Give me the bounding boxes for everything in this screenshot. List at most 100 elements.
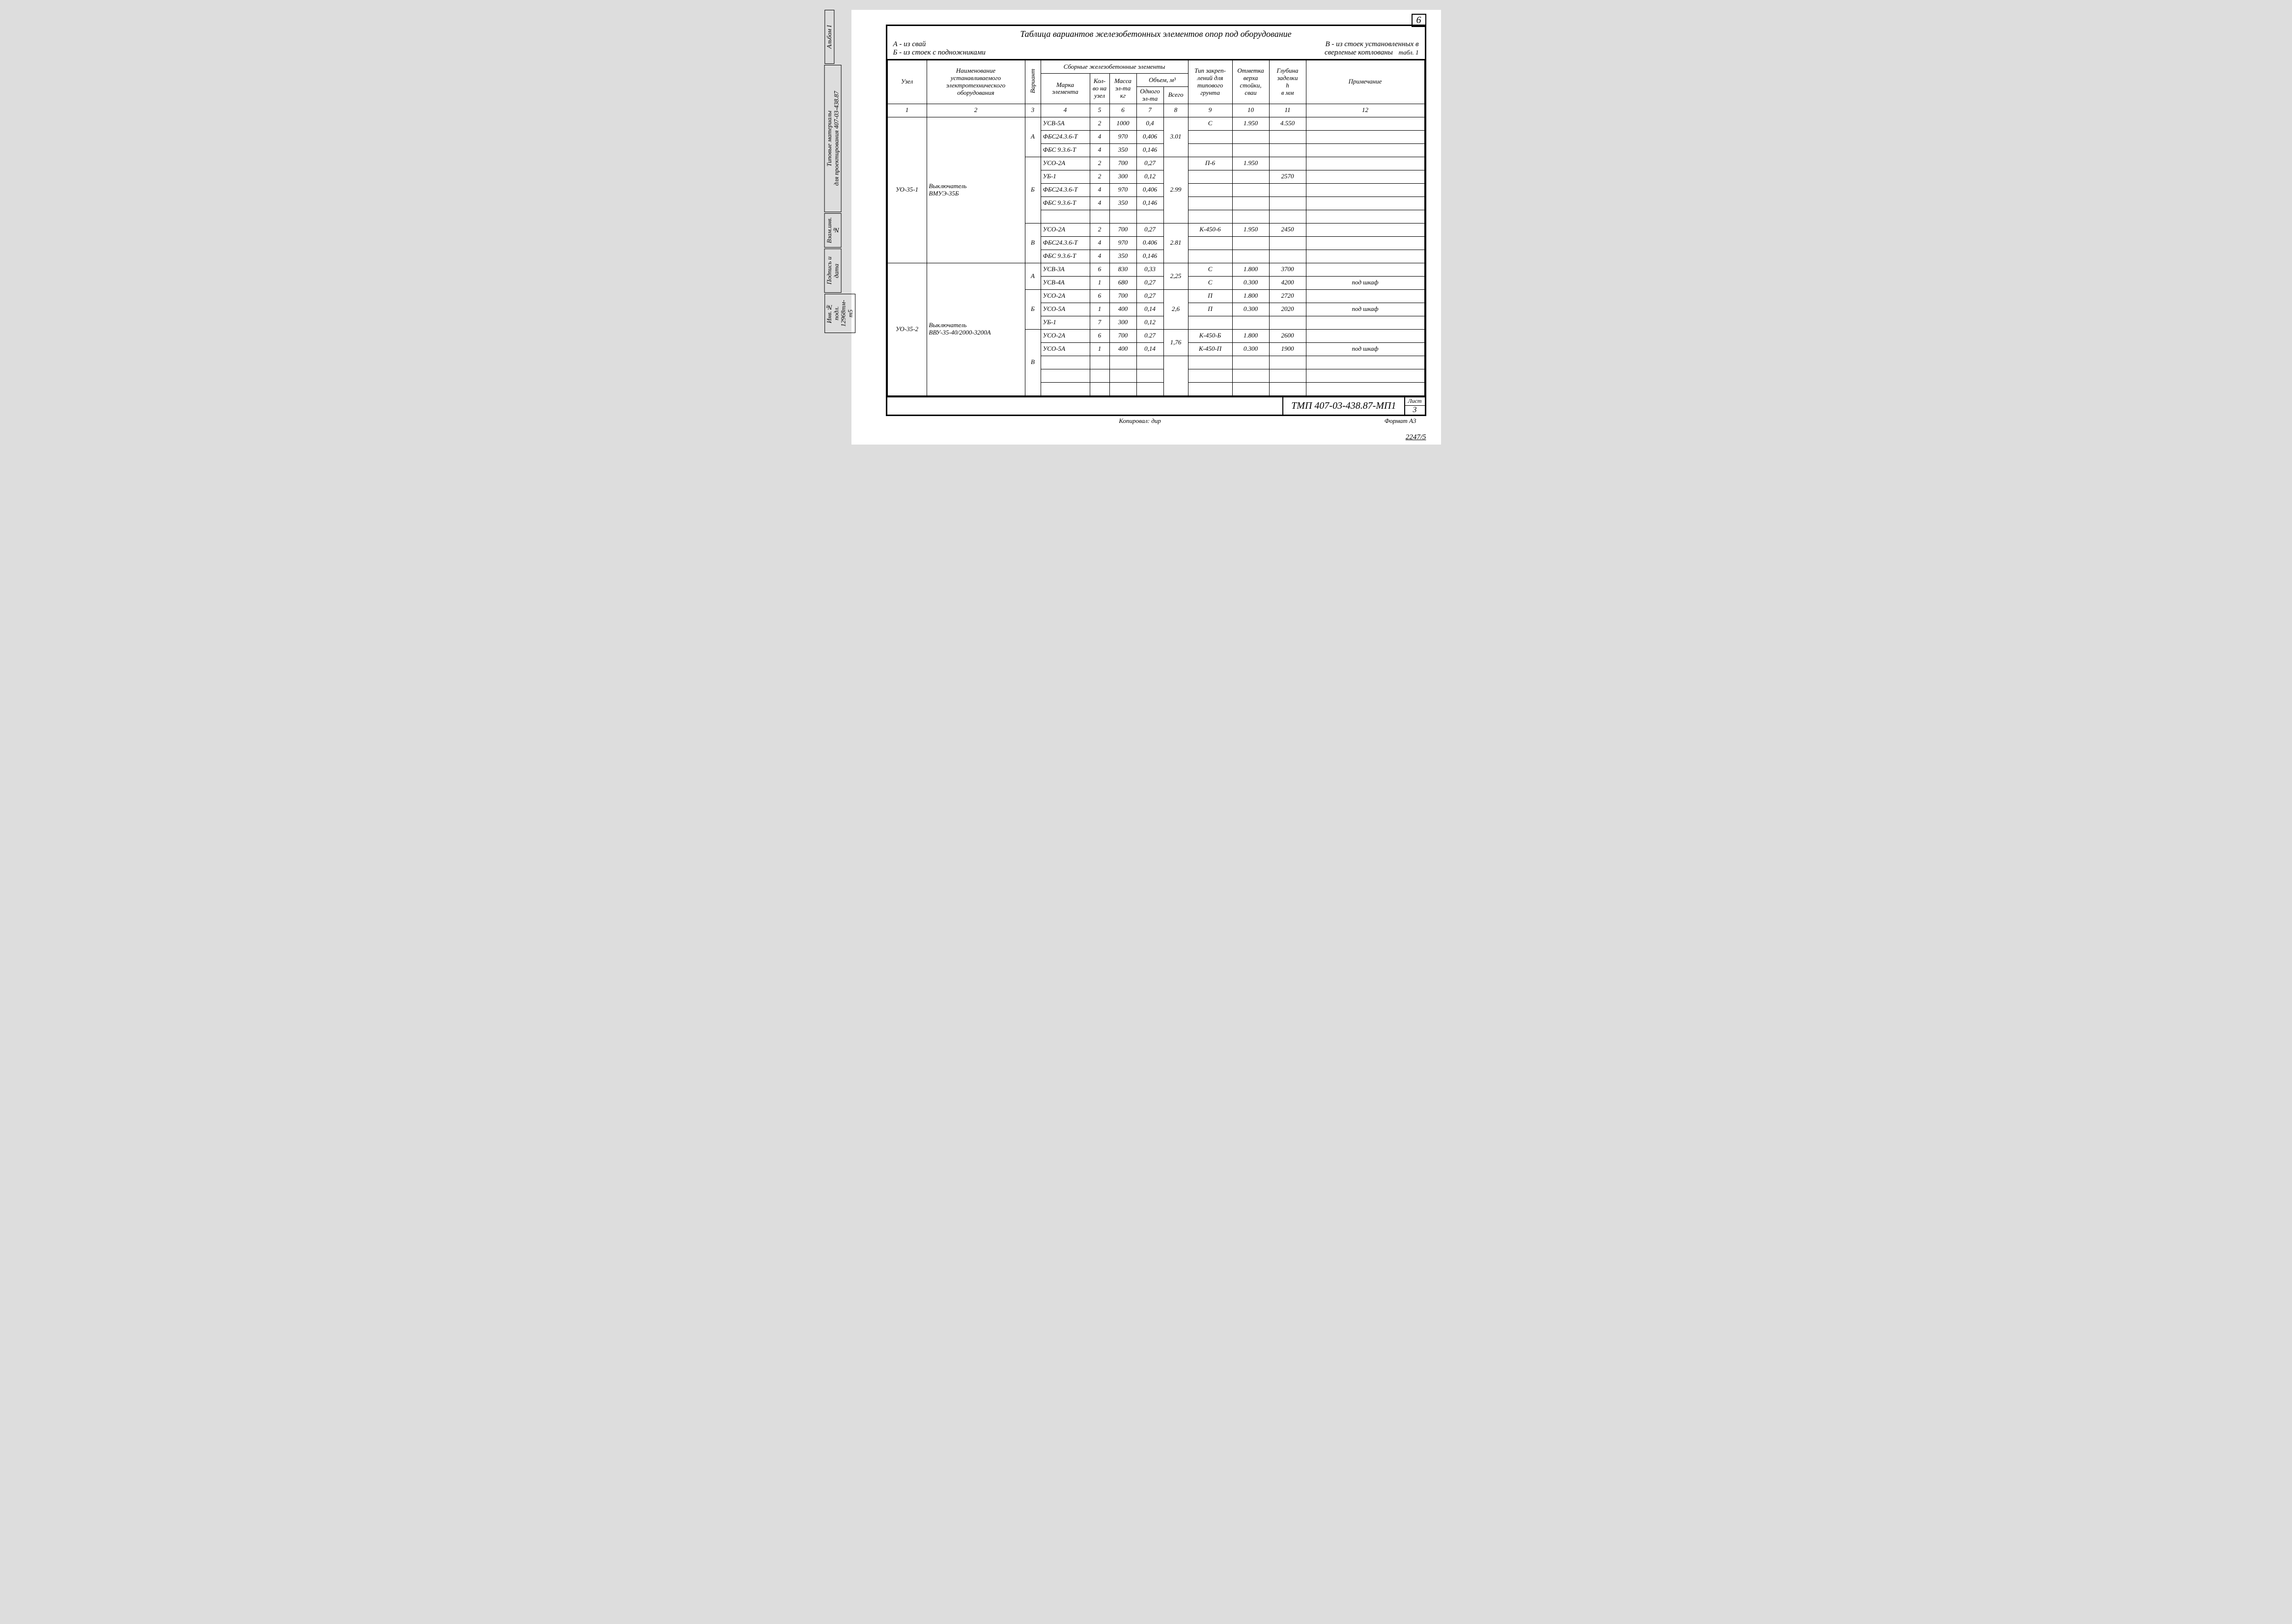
cell-vol-total: 2.99 <box>1163 157 1188 223</box>
cell-vol-total: 1,76 <box>1163 329 1188 356</box>
cell-qty: 1 <box>1090 276 1109 289</box>
cell-mark: УБ-1 <box>1041 170 1090 183</box>
cell-variant: Б <box>1025 157 1041 223</box>
column-numbers-row: 123456789101112 <box>887 104 1424 117</box>
cell-top-mark: 1.950 <box>1232 117 1269 130</box>
title-area: Таблица вариантов железобетонных элемент… <box>887 26 1425 60</box>
cell-top-mark <box>1232 143 1269 157</box>
header-top-mark: Отметка верха стойки, сваи <box>1232 60 1269 104</box>
cell-top-mark: 1.950 <box>1232 157 1269 170</box>
table-body: УО-35-1Выключатель ВМУЭ-35БАУСВ-5А210000… <box>887 117 1424 395</box>
cell-top-mark <box>1232 356 1269 369</box>
cell-mass <box>1109 369 1136 382</box>
cell-mark: УСО-2А <box>1041 223 1090 236</box>
header-mark: Марка элемента <box>1041 74 1090 104</box>
table-title: Таблица вариантов железобетонных элемент… <box>893 29 1419 39</box>
cell-top-mark <box>1232 196 1269 210</box>
cell-depth <box>1269 157 1306 170</box>
cell-mark <box>1041 382 1090 395</box>
cell-mass: 400 <box>1109 342 1136 356</box>
cell-vol-one: 0,27 <box>1136 223 1163 236</box>
column-number: 10 <box>1232 104 1269 117</box>
cell-qty: 7 <box>1090 316 1109 329</box>
cell-qty: 4 <box>1090 130 1109 143</box>
cell-note <box>1306 210 1424 223</box>
cell-note <box>1306 117 1424 130</box>
cell-vol-one: 0,33 <box>1136 263 1163 276</box>
cell-fixation <box>1188 170 1232 183</box>
cell-vol-total: 2,6 <box>1163 289 1188 329</box>
cell-mass: 300 <box>1109 170 1136 183</box>
cell-mark: ФБС24.3.6-Т <box>1041 236 1090 250</box>
cell-mass: 300 <box>1109 316 1136 329</box>
cell-top-mark: 0.300 <box>1232 276 1269 289</box>
header-group-elements: Сборные железобетонные элементы <box>1041 60 1188 74</box>
cell-note <box>1306 369 1424 382</box>
cell-top-mark: 0.300 <box>1232 303 1269 316</box>
cell-qty: 2 <box>1090 157 1109 170</box>
cell-depth <box>1269 236 1306 250</box>
cell-variant: В <box>1025 329 1041 395</box>
cell-mass <box>1109 356 1136 369</box>
column-number: 6 <box>1109 104 1136 117</box>
side-label: Взам.инв.№ <box>824 213 842 248</box>
cell-qty: 6 <box>1090 329 1109 342</box>
cell-variant: В <box>1025 223 1041 263</box>
cell-vol-one: 0,406 <box>1136 130 1163 143</box>
cell-depth <box>1269 382 1306 395</box>
cell-vol-total: 2.81 <box>1163 223 1188 263</box>
cell-mark: УСО-2А <box>1041 157 1090 170</box>
drawing-code: ТМП 407-03-438.87-МП1 <box>1283 397 1405 415</box>
header-volume-group: Объем, м³ <box>1136 74 1188 87</box>
cell-fixation: К-450-Б <box>1188 329 1232 342</box>
drawing-sheet: 6 Альбом IТиповые материалы для проектир… <box>851 10 1441 445</box>
cell-mass: 700 <box>1109 289 1136 303</box>
cell-fixation: К-450-П <box>1188 342 1232 356</box>
table-header: Узел Наименование устанавливаемого элект… <box>887 60 1424 117</box>
cell-qty: 2 <box>1090 170 1109 183</box>
cell-depth <box>1269 183 1306 196</box>
column-number: 8 <box>1163 104 1188 117</box>
cell-vol-one: 0,146 <box>1136 143 1163 157</box>
footer-copied: Копировал: дир <box>1119 417 1161 425</box>
cell-qty <box>1090 382 1109 395</box>
cell-vol-one: 0,12 <box>1136 170 1163 183</box>
table-row: УО-35-1Выключатель ВМУЭ-35БАУСВ-5А210000… <box>887 117 1424 130</box>
legend-right: В - из стоек установленных в сверленые к… <box>1325 40 1419 57</box>
cell-vol-one: 0,406 <box>1136 183 1163 196</box>
side-label: Инв.№ подл. 12968тм-т5 <box>824 294 855 333</box>
cell-note <box>1306 157 1424 170</box>
cell-mass: 700 <box>1109 329 1136 342</box>
cell-uzel: УО-35-1 <box>887 117 927 263</box>
side-label: Типовые материалы для проектирования 407… <box>824 65 842 212</box>
cell-note <box>1306 289 1424 303</box>
cell-mark: ФБС24.3.6-Т <box>1041 130 1090 143</box>
cell-vol-one: 0,14 <box>1136 342 1163 356</box>
cell-mass: 970 <box>1109 183 1136 196</box>
variants-table: Узел Наименование устанавливаемого элект… <box>887 60 1425 396</box>
cell-vol-one: 0,27 <box>1136 157 1163 170</box>
column-number: 9 <box>1188 104 1232 117</box>
cell-top-mark <box>1232 316 1269 329</box>
cell-vol-total: 2,25 <box>1163 263 1188 289</box>
cell-variant: Б <box>1025 289 1041 329</box>
column-number: 2 <box>927 104 1025 117</box>
cell-equipment-name: Выключатель ВМУЭ-35Б <box>927 117 1025 263</box>
cell-depth <box>1269 210 1306 223</box>
cell-qty: 6 <box>1090 263 1109 276</box>
legend-left: А - из свай Б - из стоек с подножниками <box>893 40 986 57</box>
cell-note: под шкаф <box>1306 303 1424 316</box>
cell-mass: 700 <box>1109 157 1136 170</box>
cell-qty: 2 <box>1090 223 1109 236</box>
cell-note <box>1306 263 1424 276</box>
cell-note <box>1306 329 1424 342</box>
cell-fixation: П <box>1188 303 1232 316</box>
cell-depth: 2450 <box>1269 223 1306 236</box>
header-variant: Вариант <box>1025 60 1041 104</box>
cell-vol-one <box>1136 210 1163 223</box>
cell-mass: 700 <box>1109 223 1136 236</box>
cell-mark <box>1041 210 1090 223</box>
cell-mass: 350 <box>1109 143 1136 157</box>
cell-vol-one: 0.27 <box>1136 329 1163 342</box>
cell-depth: 4200 <box>1269 276 1306 289</box>
